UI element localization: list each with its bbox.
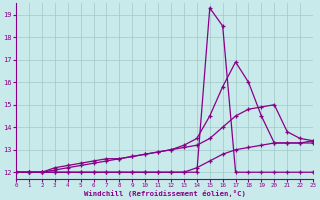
X-axis label: Windchill (Refroidissement éolien,°C): Windchill (Refroidissement éolien,°C) — [84, 190, 245, 197]
